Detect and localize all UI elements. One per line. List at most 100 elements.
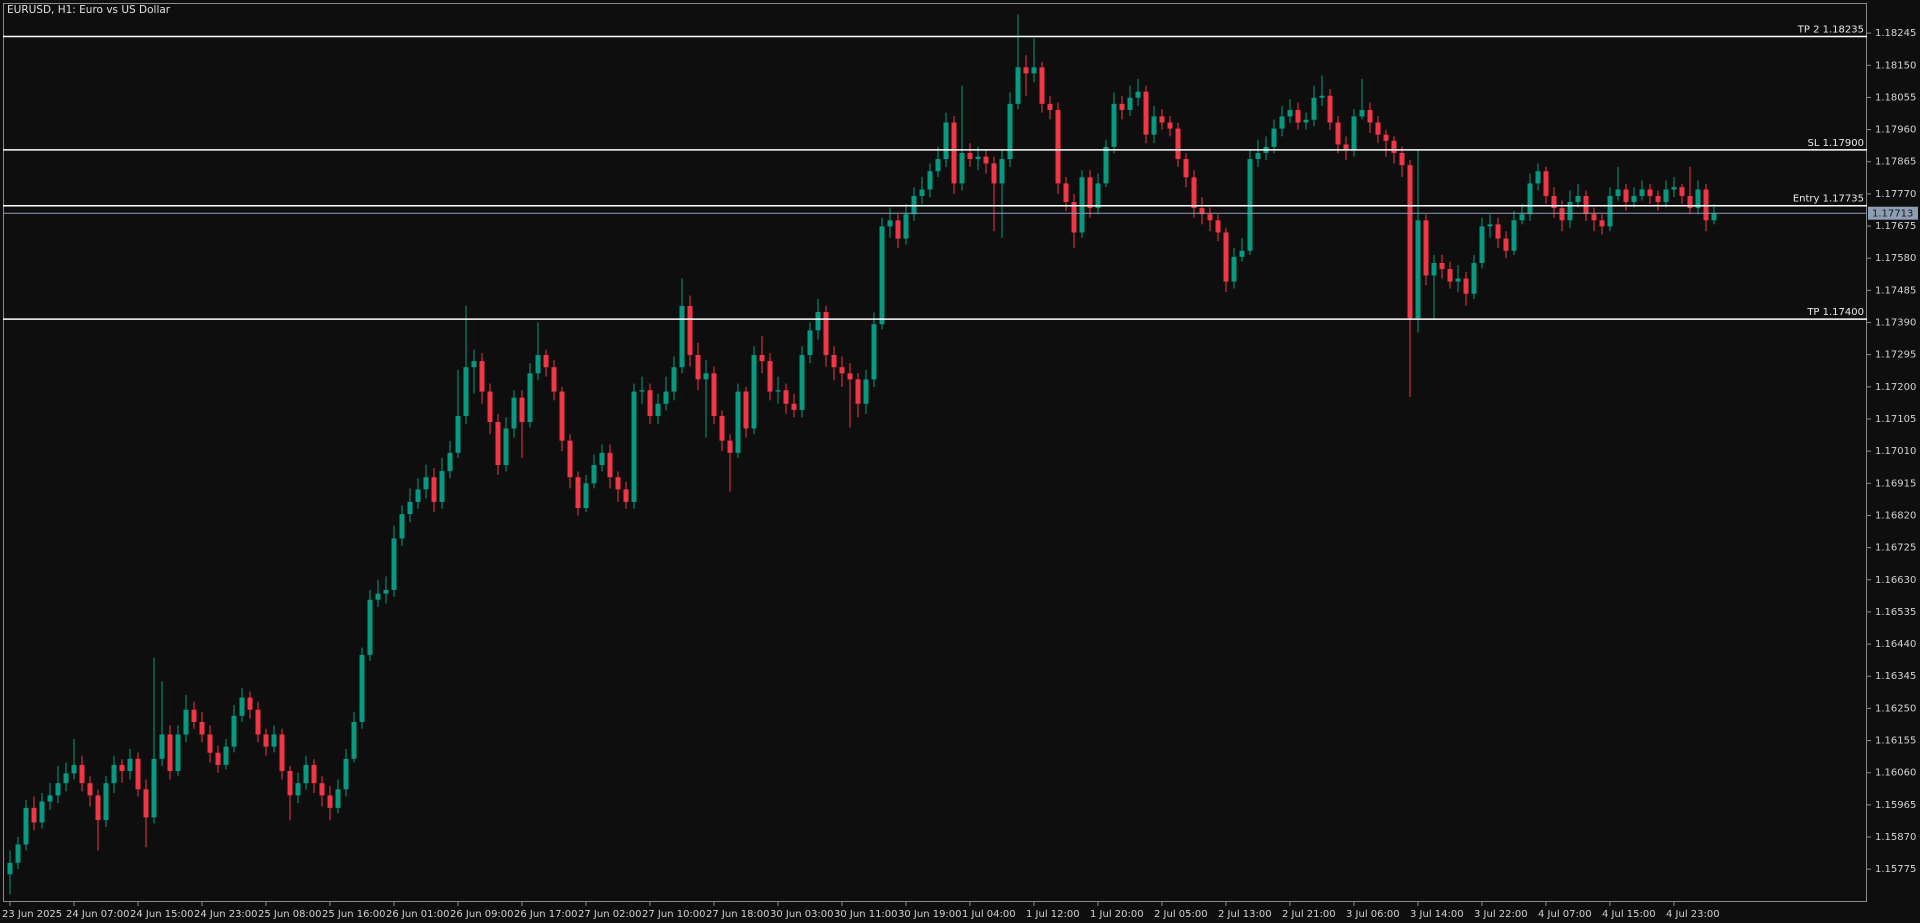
candle-body — [1439, 262, 1445, 270]
candle-body — [279, 734, 285, 772]
candle-body — [271, 734, 277, 747]
candle-body — [1127, 97, 1133, 110]
candle-body — [799, 355, 805, 410]
candle-body — [1607, 195, 1613, 227]
candle-body — [543, 355, 549, 368]
candle-body — [695, 355, 701, 380]
candle-body — [1343, 144, 1349, 150]
candle-body — [1015, 67, 1021, 104]
candle-body — [1575, 195, 1581, 203]
candle-body — [1351, 116, 1357, 150]
candle-body — [751, 355, 757, 429]
candle-body — [1143, 91, 1149, 135]
x-tick-label: 2 Jul 05:00 — [1154, 909, 1208, 920]
candle-body — [431, 477, 437, 502]
candle-body — [1431, 262, 1437, 276]
candle-body — [15, 844, 21, 863]
current-price-box — [1868, 206, 1918, 220]
candle-body — [183, 709, 189, 735]
candle-body — [1055, 109, 1061, 184]
candle-body — [943, 122, 949, 160]
candle-body — [551, 367, 557, 392]
level-label: SL 1.17900 — [1808, 138, 1864, 149]
candle-body — [1223, 232, 1229, 282]
candle-body — [1367, 109, 1373, 123]
candle-body — [711, 373, 717, 416]
candle-body — [1327, 95, 1333, 123]
candle-body — [359, 654, 365, 722]
candle-body — [1239, 250, 1245, 257]
x-tick-label: 4 Jul 23:00 — [1666, 909, 1720, 920]
x-tick-label: 25 Jun 08:00 — [258, 909, 322, 920]
candle-body — [447, 452, 453, 472]
candle-body — [687, 305, 693, 356]
candle-body — [1087, 177, 1093, 209]
candle-body — [295, 783, 301, 796]
x-tick-label: 30 Jun 11:00 — [834, 909, 898, 920]
candle-body — [1407, 165, 1413, 319]
y-tick-label: 1.16345 — [1875, 671, 1916, 682]
candle-body — [415, 489, 421, 502]
y-tick-label: 1.18245 — [1875, 28, 1916, 39]
candle-body — [591, 465, 597, 484]
x-tick-label: 4 Jul 15:00 — [1602, 909, 1656, 920]
candle-body — [1279, 116, 1285, 129]
candle-body — [1559, 208, 1565, 221]
candle-body — [1511, 220, 1517, 251]
candle-body — [1215, 220, 1221, 233]
candle-body — [439, 471, 445, 502]
x-tick-label: 30 Jun 03:00 — [770, 909, 834, 920]
candle-body — [807, 330, 813, 356]
candle-body — [975, 156, 981, 160]
candle-body — [1191, 177, 1197, 209]
y-tick-label: 1.17960 — [1875, 125, 1916, 136]
candle-body — [423, 477, 429, 490]
candle-body — [855, 379, 861, 404]
candle-body — [103, 783, 109, 821]
candle-body — [1687, 195, 1693, 209]
candle-body — [935, 159, 941, 172]
candle-body — [1247, 159, 1253, 251]
candle-body — [575, 477, 581, 509]
y-tick-label: 1.16630 — [1875, 575, 1916, 586]
candle-body — [1047, 103, 1053, 110]
candle-body — [983, 156, 989, 164]
candle-body — [847, 373, 853, 380]
candle-body — [71, 764, 77, 774]
y-tick-label: 1.16915 — [1875, 478, 1916, 489]
x-tick-label: 27 Jun 10:00 — [642, 909, 706, 920]
candle-body — [1503, 238, 1509, 251]
candle-body — [47, 795, 53, 802]
y-tick-label: 1.17675 — [1875, 221, 1916, 232]
candle-body — [663, 391, 669, 404]
candle-body — [1151, 116, 1157, 135]
candle-body — [1455, 278, 1461, 282]
candle-body — [343, 758, 349, 790]
candle-body — [775, 390, 781, 392]
y-tick-label: 1.16250 — [1875, 703, 1916, 714]
candle-body — [903, 214, 909, 239]
x-tick-label: 24 Jun 15:00 — [130, 909, 194, 920]
candle-body — [1295, 109, 1301, 123]
candle-body — [23, 807, 29, 845]
x-tick-label: 24 Jun 23:00 — [194, 909, 258, 920]
y-tick-label: 1.17200 — [1875, 382, 1916, 393]
candle-body — [927, 171, 933, 190]
y-tick-label: 1.17580 — [1875, 253, 1916, 264]
candle-body — [375, 593, 381, 600]
candle-body — [999, 159, 1005, 184]
candle-body — [583, 483, 589, 509]
candle-body — [959, 152, 965, 184]
candle-body — [1023, 67, 1029, 74]
candle-body — [87, 783, 93, 796]
candle-body — [527, 373, 533, 423]
candle-body — [1615, 189, 1621, 196]
candle-body — [1079, 177, 1085, 233]
candle-body — [1031, 67, 1037, 74]
candle-body — [1567, 202, 1573, 221]
candle-body — [743, 391, 749, 429]
candle-body — [919, 189, 925, 196]
candle-body — [1071, 202, 1077, 233]
plot-frame — [3, 3, 1867, 902]
x-tick-label: 27 Jun 02:00 — [578, 909, 642, 920]
